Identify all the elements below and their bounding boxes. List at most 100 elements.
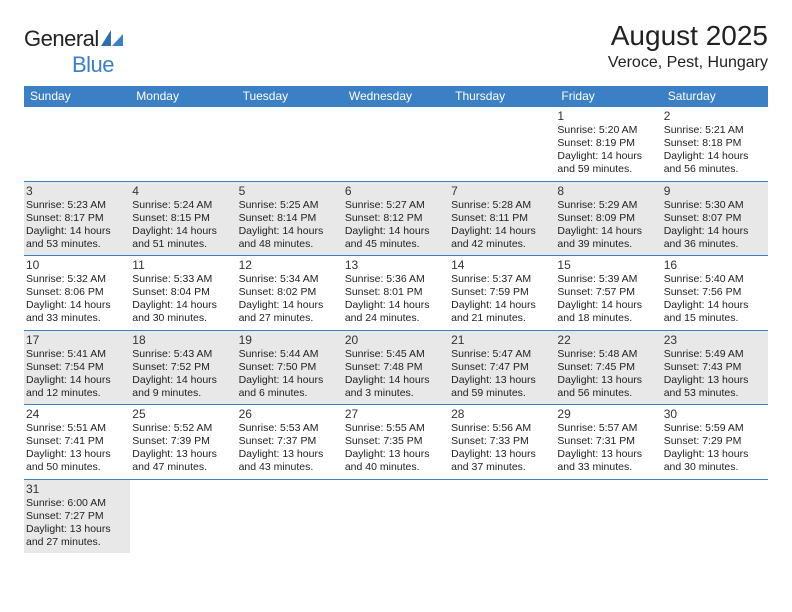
day-cell: 22Sunrise: 5:48 AMSunset: 7:45 PMDayligh… (555, 330, 661, 405)
day-number: 23 (664, 333, 766, 347)
logo-part2: Blue (72, 52, 114, 77)
day-info: Sunrise: 5:40 AMSunset: 7:56 PMDaylight:… (664, 273, 766, 326)
calendar-cell: 21Sunrise: 5:47 AMSunset: 7:47 PMDayligh… (449, 330, 555, 405)
day-cell: 16Sunrise: 5:40 AMSunset: 7:56 PMDayligh… (662, 255, 768, 330)
calendar-cell: 14Sunrise: 5:37 AMSunset: 7:59 PMDayligh… (449, 255, 555, 330)
day-number: 27 (345, 407, 447, 421)
title-block: August 2025 Veroce, Pest, Hungary (608, 20, 768, 72)
header: GeneralBlue August 2025 Veroce, Pest, Hu… (24, 20, 768, 78)
calendar-cell: 2Sunrise: 5:21 AMSunset: 8:18 PMDaylight… (662, 106, 768, 181)
calendar-cell: 5Sunrise: 5:25 AMSunset: 8:14 PMDaylight… (237, 181, 343, 256)
calendar-cell: 23Sunrise: 5:49 AMSunset: 7:43 PMDayligh… (662, 330, 768, 405)
day-info: Sunrise: 5:28 AMSunset: 8:11 PMDaylight:… (451, 199, 553, 252)
day-info: Sunrise: 5:41 AMSunset: 7:54 PMDaylight:… (26, 348, 128, 401)
logo: GeneralBlue (24, 26, 123, 78)
day-cell: 4Sunrise: 5:24 AMSunset: 8:15 PMDaylight… (130, 181, 236, 256)
calendar-cell: 13Sunrise: 5:36 AMSunset: 8:01 PMDayligh… (343, 255, 449, 330)
day-info: Sunrise: 5:32 AMSunset: 8:06 PMDaylight:… (26, 273, 128, 326)
calendar-week-row: 24Sunrise: 5:51 AMSunset: 7:41 PMDayligh… (24, 404, 768, 479)
calendar-cell: 18Sunrise: 5:43 AMSunset: 7:52 PMDayligh… (130, 330, 236, 405)
day-info: Sunrise: 5:47 AMSunset: 7:47 PMDaylight:… (451, 348, 553, 401)
day-info: Sunrise: 5:56 AMSunset: 7:33 PMDaylight:… (451, 422, 553, 475)
day-info: Sunrise: 5:25 AMSunset: 8:14 PMDaylight:… (239, 199, 341, 252)
day-number: 14 (451, 258, 553, 272)
day-info: Sunrise: 5:34 AMSunset: 8:02 PMDaylight:… (239, 273, 341, 326)
day-number: 31 (26, 482, 128, 496)
day-cell: 13Sunrise: 5:36 AMSunset: 8:01 PMDayligh… (343, 255, 449, 330)
day-info: Sunrise: 5:44 AMSunset: 7:50 PMDaylight:… (239, 348, 341, 401)
day-cell: 14Sunrise: 5:37 AMSunset: 7:59 PMDayligh… (449, 255, 555, 330)
calendar-cell (662, 479, 768, 554)
day-cell: 7Sunrise: 5:28 AMSunset: 8:11 PMDaylight… (449, 181, 555, 256)
day-cell: 20Sunrise: 5:45 AMSunset: 7:48 PMDayligh… (343, 330, 449, 405)
calendar-cell: 26Sunrise: 5:53 AMSunset: 7:37 PMDayligh… (237, 404, 343, 479)
day-info: Sunrise: 5:36 AMSunset: 8:01 PMDaylight:… (345, 273, 447, 326)
day-info: Sunrise: 5:23 AMSunset: 8:17 PMDaylight:… (26, 199, 128, 252)
calendar-cell: 16Sunrise: 5:40 AMSunset: 7:56 PMDayligh… (662, 255, 768, 330)
empty-cell (449, 106, 555, 181)
calendar-cell: 20Sunrise: 5:45 AMSunset: 7:48 PMDayligh… (343, 330, 449, 405)
weekday-header: Sunday (24, 86, 130, 106)
day-info: Sunrise: 5:55 AMSunset: 7:35 PMDaylight:… (345, 422, 447, 475)
empty-cell (343, 479, 449, 554)
calendar-cell: 9Sunrise: 5:30 AMSunset: 8:07 PMDaylight… (662, 181, 768, 256)
day-number: 8 (557, 184, 659, 198)
day-info: Sunrise: 5:21 AMSunset: 8:18 PMDaylight:… (664, 124, 766, 177)
day-number: 15 (557, 258, 659, 272)
day-number: 9 (664, 184, 766, 198)
day-cell: 1Sunrise: 5:20 AMSunset: 8:19 PMDaylight… (555, 106, 661, 181)
day-info: Sunrise: 5:39 AMSunset: 7:57 PMDaylight:… (557, 273, 659, 326)
day-number: 3 (26, 184, 128, 198)
logo-part1: General (24, 26, 99, 51)
calendar-cell: 24Sunrise: 5:51 AMSunset: 7:41 PMDayligh… (24, 404, 130, 479)
calendar-cell: 22Sunrise: 5:48 AMSunset: 7:45 PMDayligh… (555, 330, 661, 405)
day-info: Sunrise: 5:45 AMSunset: 7:48 PMDaylight:… (345, 348, 447, 401)
day-number: 24 (26, 407, 128, 421)
calendar-cell (237, 479, 343, 554)
calendar-cell: 3Sunrise: 5:23 AMSunset: 8:17 PMDaylight… (24, 181, 130, 256)
day-info: Sunrise: 5:43 AMSunset: 7:52 PMDaylight:… (132, 348, 234, 401)
day-number: 30 (664, 407, 766, 421)
empty-cell (449, 479, 555, 554)
calendar-body: 1Sunrise: 5:20 AMSunset: 8:19 PMDaylight… (24, 106, 768, 553)
calendar-cell: 31Sunrise: 6:00 AMSunset: 7:27 PMDayligh… (24, 479, 130, 554)
day-info: Sunrise: 5:20 AMSunset: 8:19 PMDaylight:… (557, 124, 659, 177)
calendar-cell (130, 479, 236, 554)
calendar-cell (343, 479, 449, 554)
empty-cell (555, 479, 661, 554)
empty-cell (343, 106, 449, 181)
day-number: 18 (132, 333, 234, 347)
day-cell: 11Sunrise: 5:33 AMSunset: 8:04 PMDayligh… (130, 255, 236, 330)
day-cell: 31Sunrise: 6:00 AMSunset: 7:27 PMDayligh… (24, 479, 130, 554)
calendar-cell (130, 106, 236, 181)
day-info: Sunrise: 5:48 AMSunset: 7:45 PMDaylight:… (557, 348, 659, 401)
day-number: 22 (557, 333, 659, 347)
calendar-cell (24, 106, 130, 181)
weekday-header: Friday (555, 86, 661, 106)
day-info: Sunrise: 5:59 AMSunset: 7:29 PMDaylight:… (664, 422, 766, 475)
calendar-cell (237, 106, 343, 181)
day-cell: 28Sunrise: 5:56 AMSunset: 7:33 PMDayligh… (449, 404, 555, 479)
day-info: Sunrise: 5:27 AMSunset: 8:12 PMDaylight:… (345, 199, 447, 252)
day-info: Sunrise: 5:29 AMSunset: 8:09 PMDaylight:… (557, 199, 659, 252)
day-number: 17 (26, 333, 128, 347)
day-cell: 15Sunrise: 5:39 AMSunset: 7:57 PMDayligh… (555, 255, 661, 330)
calendar-table: SundayMondayTuesdayWednesdayThursdayFrid… (24, 86, 768, 553)
day-cell: 9Sunrise: 5:30 AMSunset: 8:07 PMDaylight… (662, 181, 768, 256)
calendar-cell: 25Sunrise: 5:52 AMSunset: 7:39 PMDayligh… (130, 404, 236, 479)
day-number: 13 (345, 258, 447, 272)
calendar-cell: 30Sunrise: 5:59 AMSunset: 7:29 PMDayligh… (662, 404, 768, 479)
day-number: 6 (345, 184, 447, 198)
day-cell: 17Sunrise: 5:41 AMSunset: 7:54 PMDayligh… (24, 330, 130, 405)
day-cell: 30Sunrise: 5:59 AMSunset: 7:29 PMDayligh… (662, 404, 768, 479)
empty-cell (130, 106, 236, 181)
day-number: 28 (451, 407, 553, 421)
calendar-cell: 10Sunrise: 5:32 AMSunset: 8:06 PMDayligh… (24, 255, 130, 330)
day-info: Sunrise: 5:30 AMSunset: 8:07 PMDaylight:… (664, 199, 766, 252)
day-cell: 19Sunrise: 5:44 AMSunset: 7:50 PMDayligh… (237, 330, 343, 405)
location: Veroce, Pest, Hungary (608, 54, 768, 72)
day-cell: 2Sunrise: 5:21 AMSunset: 8:18 PMDaylight… (662, 106, 768, 181)
calendar-cell: 6Sunrise: 5:27 AMSunset: 8:12 PMDaylight… (343, 181, 449, 256)
month-title: August 2025 (608, 20, 768, 52)
day-info: Sunrise: 5:49 AMSunset: 7:43 PMDaylight:… (664, 348, 766, 401)
